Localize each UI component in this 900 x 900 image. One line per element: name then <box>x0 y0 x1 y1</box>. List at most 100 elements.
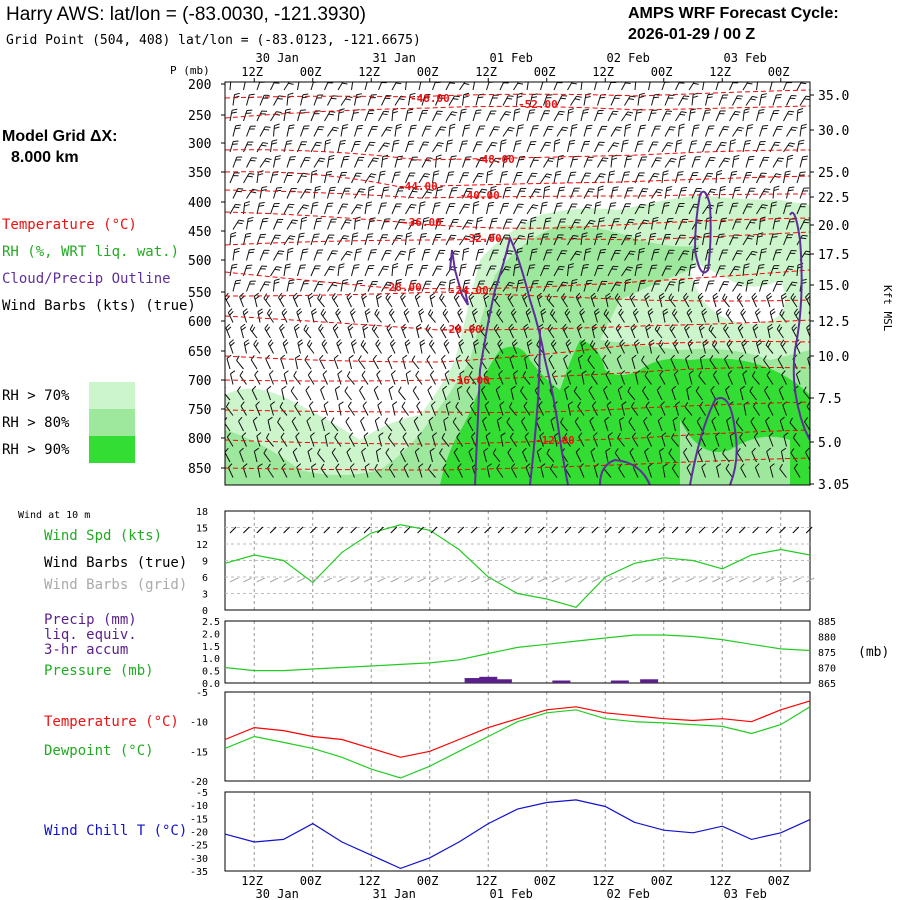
wind-barb <box>354 188 366 199</box>
wind-barb <box>529 216 537 230</box>
wind-barb <box>483 292 490 308</box>
wind-barb <box>729 82 739 91</box>
wind-barb <box>313 217 323 230</box>
wind-barb <box>459 140 468 153</box>
wind-barb <box>320 308 328 323</box>
wind-barb <box>472 264 482 277</box>
wind-barb <box>799 95 810 106</box>
wind-barb <box>362 401 369 416</box>
wind-barb <box>486 233 496 246</box>
wind-barb-grid <box>350 577 359 583</box>
legend-precip-1: Precip (mm) <box>44 612 137 628</box>
wind-barb <box>313 157 326 168</box>
wind-barb <box>732 95 743 106</box>
wind-barb <box>462 124 471 137</box>
wind-barb <box>293 370 301 385</box>
wind-barb <box>556 126 569 137</box>
wind-barb <box>486 463 492 478</box>
wind-barb <box>459 263 467 277</box>
wind-barb <box>421 280 432 292</box>
wind-barb <box>766 292 772 308</box>
wind-barb <box>732 186 741 199</box>
wind-barb <box>675 82 685 91</box>
wind-barb <box>513 140 522 153</box>
wind-barb-true <box>336 526 344 534</box>
wind-barb <box>715 170 723 184</box>
wind-barb <box>588 385 595 401</box>
wind-barb <box>412 386 420 401</box>
wind-barb <box>246 248 255 261</box>
wind-barb <box>499 170 508 184</box>
cloud-outline <box>449 190 810 485</box>
wind-barb-true <box>296 526 304 534</box>
wind-barb <box>364 308 371 323</box>
wind-barb <box>273 123 280 137</box>
wind-barb <box>546 448 555 463</box>
y-tick-label: 18 <box>196 507 208 518</box>
wind-barb <box>729 110 741 122</box>
wind-barb <box>445 234 457 246</box>
wind-barb <box>686 308 693 323</box>
wind-barb <box>384 417 393 432</box>
wind-barb <box>549 308 558 323</box>
wind-barb <box>536 447 542 463</box>
precip-bar <box>464 678 483 683</box>
wind-barb <box>394 278 402 292</box>
wind-barb <box>547 324 555 339</box>
wind-barb <box>429 292 436 308</box>
wind-barb <box>246 93 255 106</box>
precip-bar <box>479 676 498 683</box>
pressure-tick-label: 250 <box>188 109 211 124</box>
wind-barb <box>574 417 582 432</box>
wind-barb <box>513 171 523 184</box>
wind-barb <box>362 323 369 339</box>
wind-barb-grid <box>604 577 614 583</box>
wind-barb <box>256 265 268 277</box>
wind-barb <box>475 248 485 261</box>
wind-barb <box>647 308 654 323</box>
pressure-units: (mb) <box>858 645 889 660</box>
wind-barb <box>453 447 460 463</box>
bottom-time-label: 12Z <box>475 874 497 888</box>
wind-barb <box>435 154 442 168</box>
wind-barb <box>678 95 690 106</box>
wind-barb <box>675 266 687 277</box>
wind-barb-grid <box>484 577 493 583</box>
wind-barb <box>443 339 450 354</box>
wind-barb <box>402 432 409 447</box>
wind-barb <box>256 201 265 215</box>
rh90-label: RH > 90% <box>2 442 70 458</box>
wind-barb <box>754 308 761 323</box>
y-tick-label: 2.5 <box>202 617 220 628</box>
wind-barb <box>716 308 722 323</box>
bottom-time-label: 12Z <box>709 874 731 888</box>
wind-barb <box>765 416 771 432</box>
wind-barb <box>799 155 809 168</box>
wind-barb <box>644 370 652 385</box>
wind-barb <box>239 292 245 308</box>
wind-barb <box>759 93 767 106</box>
wind-barb <box>391 108 399 122</box>
wind-barb-true <box>243 526 250 534</box>
wind-barb <box>354 125 364 137</box>
wind-barb <box>621 111 634 122</box>
wind-barb <box>688 82 701 91</box>
wind-barb <box>334 432 342 447</box>
wind-barb <box>229 172 240 184</box>
wind-barb <box>621 171 630 184</box>
wind-barb <box>708 324 717 339</box>
wind-barb <box>322 370 328 385</box>
wind-barb <box>742 82 753 91</box>
wind-barb <box>516 279 524 292</box>
wind-barb-true <box>671 526 679 534</box>
wind-barb <box>525 308 532 323</box>
wind-barb <box>742 370 748 385</box>
wind-barb <box>265 433 274 447</box>
wind-barb <box>570 95 582 106</box>
wind-barb <box>387 354 393 370</box>
wind-barb <box>579 308 586 323</box>
wind-barb-grid <box>765 577 775 583</box>
wind-barb <box>701 308 708 323</box>
wind-barb <box>453 292 460 308</box>
wind-barb <box>324 234 335 246</box>
